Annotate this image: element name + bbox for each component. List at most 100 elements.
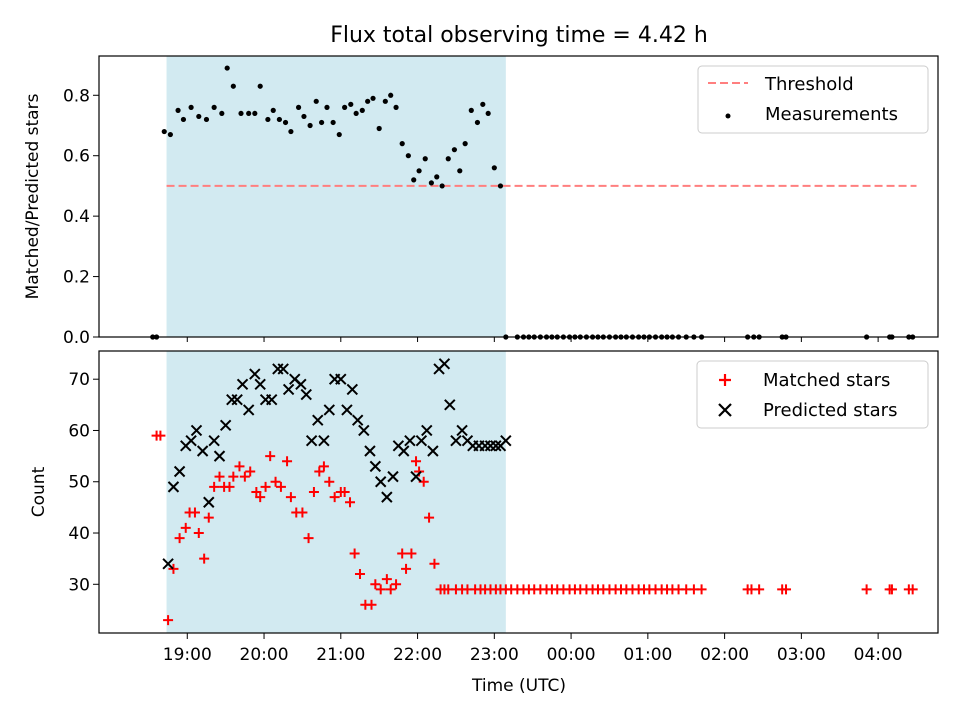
matched-star-point [318, 461, 329, 472]
threshold-legend-label: Threshold [764, 74, 854, 95]
measurement-point [382, 98, 388, 104]
matched-star-point [265, 451, 276, 462]
predicted-star-point [213, 450, 226, 462]
x-tick-label: 03:00 [777, 645, 826, 665]
x-tick-label: 22:00 [393, 645, 442, 665]
measurement-point [211, 104, 217, 110]
matched-star-point [397, 548, 408, 559]
matched-star-point [260, 481, 271, 492]
measurement-point [336, 131, 342, 138]
predicted-star-point [364, 445, 376, 457]
predicted-star-point [358, 424, 370, 437]
x-tick-label: 20:00 [240, 645, 289, 665]
measurement-point [167, 131, 173, 138]
predicted-star-point [219, 419, 232, 432]
matched-stars-points [151, 430, 918, 626]
top-y-tick-label: 0.8 [63, 86, 90, 106]
measurement-point [219, 110, 225, 117]
measurement-point [451, 147, 458, 153]
measurement-point [313, 98, 319, 104]
predicted-star-point [375, 476, 387, 488]
measurement-point [485, 110, 491, 117]
bottom-panel-frame [98, 350, 939, 634]
matched-star-point [424, 512, 435, 523]
matched-star-point [385, 584, 396, 595]
measurement-point [353, 110, 359, 117]
predicted-star-point [415, 435, 428, 447]
predicted-star-point [369, 460, 382, 473]
measurement-point [428, 180, 434, 186]
x-tick-label: 01:00 [623, 645, 672, 665]
matched-star-point [239, 471, 250, 482]
measurement-point [462, 141, 468, 147]
matched-star-point [255, 492, 266, 503]
measurement-point [307, 122, 313, 129]
measurement-point [348, 101, 354, 107]
measurement-point [295, 104, 302, 110]
measurement-point [180, 116, 187, 123]
matched-star-point [251, 487, 262, 497]
measurement-point [342, 104, 348, 110]
measurement-point [416, 168, 422, 174]
measurement-point [474, 119, 481, 126]
predicted-star-point [173, 465, 186, 478]
matched-star-point [329, 492, 340, 503]
predicted-star-point [242, 404, 255, 416]
matched-star-point [270, 476, 281, 487]
bottom-y-tick-label: 60 [68, 421, 90, 441]
matched-star-point [234, 461, 245, 472]
matched-star-point [781, 584, 792, 595]
x-tick-label: 23:00 [470, 645, 519, 665]
bottom-y-tick-label: 40 [68, 524, 90, 544]
matched-star-point [401, 563, 412, 574]
matched-star-point [349, 548, 360, 559]
matched-star-point [370, 579, 381, 590]
measurement-point [324, 104, 330, 110]
measurement-point [370, 95, 376, 101]
matched-legend-marker [719, 374, 731, 386]
predicted-star-point [346, 383, 359, 396]
x-ticks: 19:00 20:00 21:00 22:00 23:00 00:00 01:00 02:00… [163, 337, 903, 665]
matched-star-point [285, 492, 296, 503]
measurement-point [365, 98, 371, 104]
predicted-star-point [341, 404, 353, 416]
predicted-star-point [450, 435, 462, 447]
matched-star-point [345, 497, 356, 508]
predicted-star-point [318, 435, 330, 447]
predicted-star-point [231, 394, 243, 406]
matched-star-point [907, 584, 918, 595]
measurement-point [265, 116, 271, 123]
matched-star-point [314, 466, 325, 477]
bottom-panel: 30 40 50 60 70 19:00 20:00 21:00 22:00 23:00 00:0… [29, 337, 939, 696]
matched-star-point [199, 553, 210, 564]
measurement-point [188, 104, 194, 110]
predicted-star-point [351, 414, 364, 426]
predicted-star-point [236, 378, 249, 391]
x-axis-label: Time (UTC) [471, 676, 566, 696]
matched-star-point [886, 584, 897, 595]
measurement-point [270, 107, 276, 113]
x-tick-label: 02:00 [700, 645, 749, 665]
top-panel-frame [98, 55, 939, 338]
predicted-legend-marker [718, 403, 732, 417]
matched-star-point [155, 430, 166, 441]
matched-star-point [754, 584, 765, 595]
predicted-star-point [266, 394, 278, 406]
x-tick-label: 04:00 [854, 645, 903, 665]
measurement-point [288, 128, 294, 135]
predicted-star-point [300, 388, 312, 401]
measurement-point [399, 141, 405, 147]
top-panel: 0.00.20.40.60.8 Matched/Predicted stars … [23, 55, 939, 348]
predicted-star-point [456, 424, 468, 437]
measurement-point [434, 174, 440, 180]
matched-star-point [375, 584, 386, 595]
matched-star-point [282, 456, 293, 467]
predicted-star-point [312, 414, 324, 426]
predicted-legend-label: Predicted stars [763, 400, 897, 421]
matched-legend-label: Matched stars [763, 370, 890, 391]
matched-star-point [303, 533, 314, 544]
predicted-star-point [500, 435, 512, 447]
matched-star-point [168, 563, 179, 574]
predicted-star-point [490, 440, 502, 452]
bottom-y-ticks: 30 40 50 60 70 [68, 370, 99, 595]
